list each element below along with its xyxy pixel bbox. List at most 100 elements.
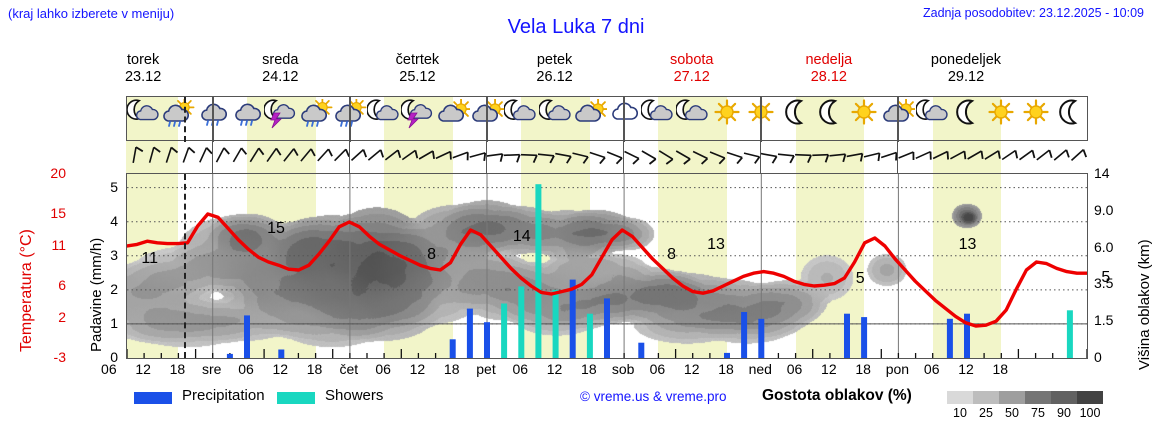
precipitation-bar bbox=[466, 308, 473, 358]
time-tick: 06 bbox=[786, 361, 803, 377]
time-tick: 06 bbox=[375, 361, 391, 377]
temperature-tick: 20 bbox=[50, 165, 66, 181]
precipitation-bar bbox=[569, 279, 576, 358]
cloud-height-tick: 1.5 bbox=[1094, 312, 1114, 329]
precipitation-bar bbox=[484, 322, 490, 358]
moon-cloud-icon bbox=[538, 97, 572, 142]
moon-cloud-icon bbox=[504, 97, 538, 142]
moon-cloud-icon bbox=[915, 97, 950, 142]
showers-legend-swatch bbox=[277, 392, 315, 404]
time-tick: čet bbox=[339, 361, 359, 377]
precipitation-bar bbox=[861, 317, 868, 358]
temperature-point-label: 13 bbox=[958, 236, 977, 253]
moon-icon bbox=[950, 97, 984, 142]
current-time-marker-icons bbox=[184, 97, 187, 142]
precipitation-bar bbox=[278, 349, 285, 358]
weather-chart[interactable]: 111581481351351261219 bbox=[126, 96, 1110, 359]
sun-cloud-icon bbox=[470, 97, 504, 142]
precipitation-bar bbox=[226, 353, 233, 358]
moon-cloud-thunder-icon bbox=[264, 97, 298, 142]
temperature-point-label: 14 bbox=[512, 228, 531, 245]
moon-cloud-icon bbox=[641, 97, 675, 142]
time-tick: 06 bbox=[649, 361, 666, 377]
moon-cloud-icon bbox=[367, 97, 401, 142]
precipitation-bar bbox=[724, 352, 730, 358]
day-header-ponedeljek: ponedeljek 29.12 bbox=[897, 52, 1034, 86]
time-tick: 12 bbox=[272, 361, 289, 377]
shower-bar bbox=[552, 289, 559, 358]
day-separator bbox=[623, 96, 625, 173]
shower-bar bbox=[586, 313, 593, 358]
day-header-sreda: sreda 24.12 bbox=[212, 52, 349, 86]
cloud-height-tick: 3.5 bbox=[1094, 275, 1114, 292]
day-header-nedelja: nedelja 28.12 bbox=[760, 52, 897, 86]
day-date: 24.12 bbox=[262, 69, 299, 85]
day-date: 23.12 bbox=[124, 69, 162, 85]
sun-cloud-icon bbox=[881, 97, 916, 142]
day-separator bbox=[348, 96, 350, 173]
time-tick: 12 bbox=[821, 361, 837, 377]
precipitation-tick: 0 bbox=[110, 349, 118, 365]
day-header-petek: petek 26.12 bbox=[486, 52, 623, 86]
temperature-point-label: 8 bbox=[667, 246, 677, 263]
day-header-četrtek: četrtek 25.12 bbox=[349, 52, 486, 86]
temperature-tick: 2 bbox=[58, 309, 66, 325]
menu-hint-text: (kraj lahko izberete v meniju) bbox=[8, 6, 175, 21]
day-date: 27.12 bbox=[673, 69, 710, 85]
sun-cloud-rain-icon bbox=[161, 97, 195, 142]
moon-icon bbox=[1053, 97, 1087, 142]
day-date: 25.12 bbox=[399, 69, 436, 85]
precipitation-tick: 2 bbox=[110, 280, 118, 297]
precipitation-bar bbox=[638, 342, 645, 358]
icon-row-day-separator bbox=[898, 97, 900, 142]
time-tick: 18 bbox=[581, 361, 597, 377]
precipitation-bar bbox=[449, 339, 456, 358]
temperature-line bbox=[127, 212, 1087, 328]
day-header-torek: torek 23.12 bbox=[75, 52, 212, 86]
colorbar-cell bbox=[1025, 391, 1051, 404]
day-name: torek bbox=[127, 52, 160, 68]
sun-cloud-rain-icon bbox=[298, 97, 333, 142]
colorbar-tick: 100 bbox=[1079, 406, 1101, 420]
time-tick: pon bbox=[885, 361, 910, 377]
colorbar-tick: 75 bbox=[1031, 406, 1045, 420]
time-tick: 06 bbox=[923, 361, 940, 377]
day-date: 26.12 bbox=[536, 69, 573, 85]
temperature-tick: -3 bbox=[53, 349, 66, 365]
precipitation-tick: 3 bbox=[110, 246, 118, 263]
chart-plot-area: 111581481351351261219 bbox=[126, 173, 1110, 359]
time-tick: 06 bbox=[512, 361, 529, 377]
cloud-icon bbox=[607, 97, 641, 142]
sun-icon bbox=[710, 97, 744, 142]
day-name: ponedeljek bbox=[930, 52, 1002, 68]
day-name: sreda bbox=[262, 52, 299, 68]
temperature-point-label: 5 bbox=[1101, 269, 1111, 287]
time-tick: 12 bbox=[409, 361, 426, 377]
day-date: 28.12 bbox=[810, 69, 847, 85]
sun-icon bbox=[984, 97, 1018, 142]
time-tick: sre bbox=[201, 361, 222, 377]
cloud-height-tick: 14 bbox=[1094, 165, 1110, 181]
colorbar-cell bbox=[947, 391, 973, 404]
weather-icon-row bbox=[126, 96, 1088, 142]
colorbar-tick: 25 bbox=[979, 406, 993, 420]
time-tick: 18 bbox=[306, 361, 323, 377]
precipitation-bar bbox=[244, 315, 250, 358]
copyright-text[interactable]: © vreme.us & vreme.pro bbox=[580, 389, 727, 404]
cloud-height-tick: 9.0 bbox=[1094, 201, 1114, 218]
cloud-density-legend-label: Gostota oblakov (%) bbox=[762, 387, 912, 404]
time-tick: sob bbox=[611, 361, 635, 377]
precipitation-legend-label: Precipitation bbox=[182, 387, 265, 404]
temperature-point-label: 15 bbox=[267, 220, 285, 237]
temperature-tick: 15 bbox=[50, 205, 66, 221]
wind-barbs-svg bbox=[132, 146, 1088, 165]
colorbar-cell bbox=[973, 391, 999, 404]
precipitation-tick: 4 bbox=[110, 212, 118, 229]
precipitation-tick: 5 bbox=[110, 178, 118, 195]
temperature-tick: 11 bbox=[51, 237, 66, 253]
colorbar-cell bbox=[999, 391, 1025, 404]
time-tick: 12 bbox=[135, 361, 151, 377]
temperature-tick: 6 bbox=[58, 277, 66, 293]
precipitation-bar bbox=[758, 318, 765, 358]
temperature-point-label: 13 bbox=[707, 236, 725, 253]
